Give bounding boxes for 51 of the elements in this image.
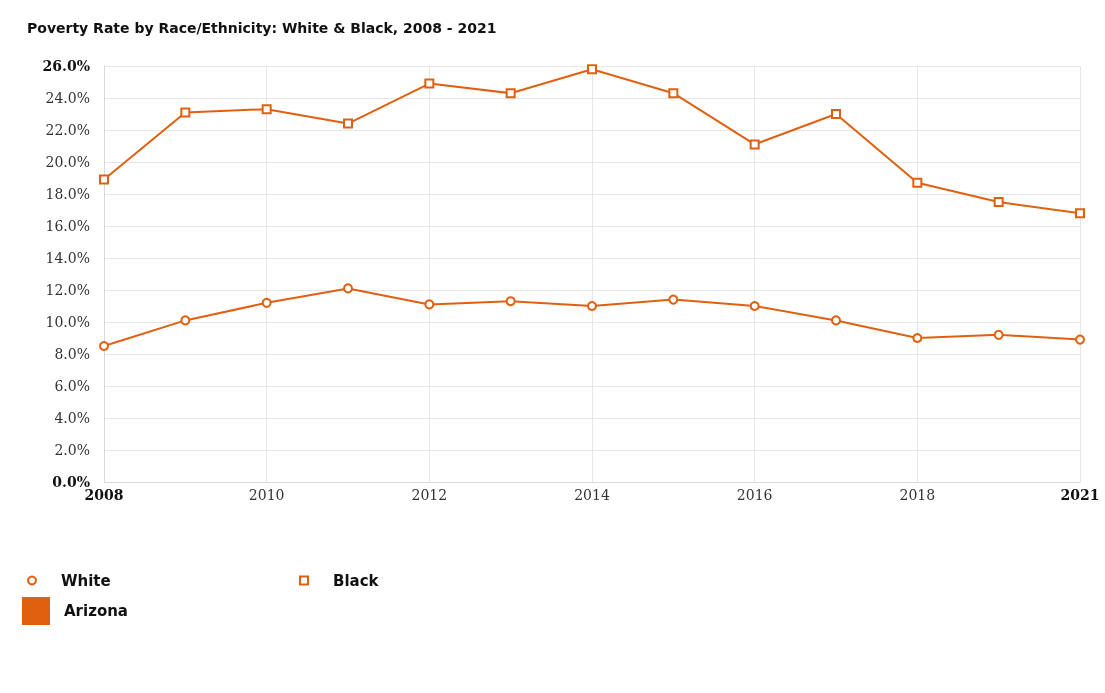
y-tick-label: 22.0% [45,122,90,138]
point [99,341,109,351]
point [912,333,923,343]
y-tick-label: 10.0% [45,314,90,330]
y-tick-label: 24.0% [45,90,90,106]
legend-label: White [61,571,111,590]
y-tick-label: 20.0% [45,154,90,170]
y-tick-label: 0.0% [52,474,90,490]
point [831,315,841,326]
point [180,315,191,326]
point [668,294,679,305]
point [1075,208,1085,219]
y-tick-label: 14.0% [45,250,90,266]
point [343,118,353,129]
x-tick-label: 2012 [411,487,448,503]
point [749,301,760,311]
point [505,296,516,307]
point [1075,334,1085,345]
text: Arizona [64,602,128,620]
x-tick-label: 2010 [248,487,285,503]
point [261,297,272,308]
x-tick-label: 2008 [84,487,124,503]
point [343,283,353,294]
legend-label: Black [333,571,380,590]
point [261,104,272,115]
x-tick-label: 2021 [1060,487,1100,503]
point [993,329,1004,340]
y-tick-label: 18.0% [45,186,90,202]
x-tick-label: 2018 [899,487,936,503]
y-tick-label: 26.0% [42,58,90,74]
point [505,88,516,99]
point [587,301,597,311]
y-tick-label: 2.0% [54,442,90,458]
y-tick-label: 8.0% [54,346,90,362]
point [831,109,841,119]
y-tick-label: 12.0% [45,282,90,298]
y-tick-label: 16.0% [45,218,90,234]
point [912,177,923,188]
point [749,139,760,150]
point [180,107,191,118]
chart-title: Poverty Rate by Race/Ethnicity: White & Black, 2008 - 2021 [27,20,497,36]
x-tick-label: 2014 [574,487,610,503]
x-tick-label: 2016 [736,487,773,503]
point [993,197,1004,207]
point [587,64,597,75]
point [668,88,679,99]
point [424,78,435,89]
point [424,299,435,310]
point [99,174,109,185]
y-tick-label: 6.0% [54,378,90,394]
y-tick-label: 4.0% [54,410,90,426]
